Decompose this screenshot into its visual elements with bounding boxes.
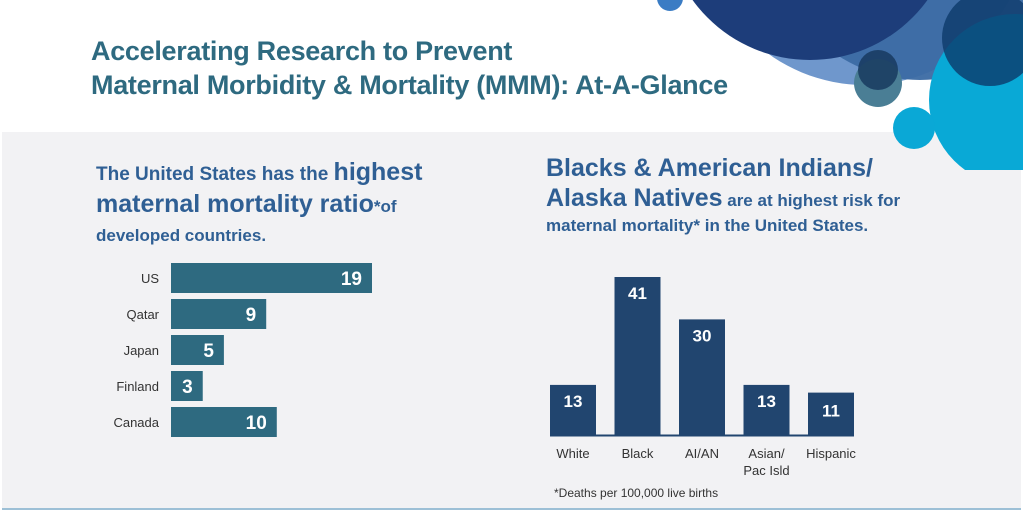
category-label: Japan [124,343,159,358]
heading-emphasis: highest [333,158,423,186]
category-label: Asian/ [748,446,785,461]
heading-text: *of [373,197,397,216]
bar-finland [171,371,203,401]
category-label: AI/AN [685,446,719,461]
bubble-navy [692,0,928,60]
heading-emphasis: maternal mortality ratio [96,190,374,218]
data-label: 10 [246,413,267,434]
bar-2 [679,319,725,435]
right-heading: Blacks & American Indians/ Alaska Native… [546,153,900,239]
data-label: 9 [246,305,257,326]
bar-canada [171,407,277,437]
page-title: Accelerating Research to Prevent Materna… [91,34,728,102]
category-label: Hispanic [806,446,856,461]
data-label: 5 [203,341,214,362]
category-label: Finland [116,379,159,394]
heading-emphasis: Blacks & American Indians/ [546,154,873,182]
bar-0 [550,384,596,435]
data-label: 13 [757,392,776,411]
category-label: Pac Isld [743,463,789,478]
bar-4 [808,392,854,435]
bubble-cyan-small [893,107,935,149]
data-label: 19 [341,269,362,290]
bar-1 [614,277,661,435]
bubble-dark-overlap [942,0,1023,86]
heading-text: are at highest risk for [722,191,901,210]
bubble-teal-top [858,50,898,90]
left-heading: The United States has the highest matern… [96,158,422,250]
heading-text: maternal mortality* in the United States… [546,216,869,235]
category-label: Black [622,446,654,461]
bar-3 [743,384,790,435]
bubble-small-top [657,0,683,11]
category-label: White [556,446,589,461]
category-label: Canada [113,415,159,430]
heading-emphasis: Alaska Natives [546,184,723,212]
data-label: 30 [693,326,712,345]
title-line-2: Maternal Morbidity & Mortality (MMM): At… [91,70,728,100]
data-label: 11 [822,402,840,421]
bar-us [171,263,372,293]
country-bar-chart: US 19 Qatar 9 Japan 5 Finland 3 Canada 10 [113,263,372,437]
category-label: Qatar [126,307,159,322]
race-bar-chart: 13 White 41 Black 30 AI/AN 13 Asian/Pac Isld 11 H… [550,277,856,478]
title-line-1: Accelerating Research to Prevent [91,36,513,66]
data-label: 3 [182,377,193,398]
data-label: 41 [628,284,647,303]
footnote: *Deaths per 100,000 live births [554,486,719,500]
bar-qatar [171,299,267,329]
bar-japan [171,335,224,365]
decorative-bubbles [657,0,1023,170]
heading-text: developed countries. [96,226,267,245]
category-label: US [141,271,159,286]
heading-text: The United States has the [96,164,334,185]
data-label: 13 [564,392,583,411]
